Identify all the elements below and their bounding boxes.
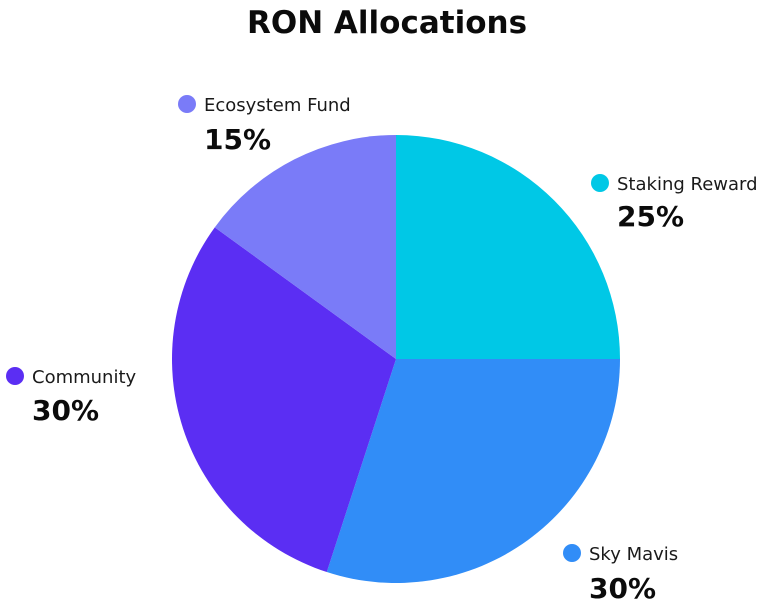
legend-swatch	[563, 544, 581, 562]
chart-title: RON Allocations	[247, 5, 527, 41]
slice-value-label: 30%	[589, 572, 656, 605]
legend-item-staking-reward: Staking Reward 25%	[591, 174, 758, 233]
slice-value-label: 30%	[32, 394, 99, 427]
pie-slice-sky-mavis	[326, 359, 620, 584]
legend-item-sky-mavis: Sky Mavis 30%	[563, 544, 678, 605]
legend-label: Staking Reward	[617, 174, 758, 195]
legend-item-ecosystem-fund: Ecosystem Fund 15%	[178, 95, 351, 156]
pie-slice-ecosystem-fund	[214, 135, 396, 359]
legend-label: Community	[32, 367, 137, 388]
legend-label: Sky Mavis	[589, 544, 678, 565]
legend-swatch	[591, 174, 609, 192]
pie-legend: Staking Reward 25% Sky Mavis 30% Community 30…	[6, 95, 758, 605]
pie-slices	[172, 135, 620, 584]
slice-value-label: 25%	[617, 200, 684, 233]
pie-slice-community	[172, 227, 396, 573]
legend-swatch	[178, 95, 196, 113]
slice-value-label: 15%	[204, 123, 271, 156]
legend-item-community: Community 30%	[6, 367, 137, 427]
legend-swatch	[6, 367, 24, 385]
pie-slice-staking-reward	[396, 135, 620, 359]
legend-label: Ecosystem Fund	[204, 95, 351, 116]
